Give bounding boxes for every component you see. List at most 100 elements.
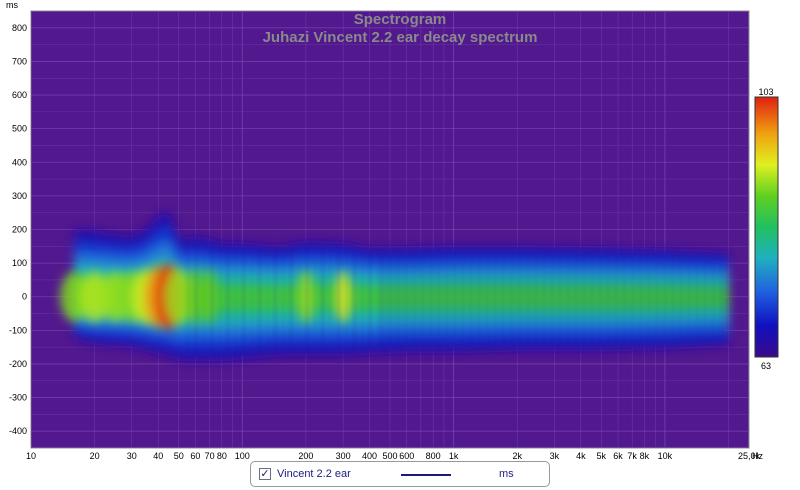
x-tick-label: 5k (597, 451, 607, 461)
ripple-stripe (441, 251, 444, 347)
ripple-stripe (579, 252, 581, 346)
x-tick-label: 1k (449, 451, 459, 461)
x-tick-label: 200 (298, 451, 313, 461)
legend-series-label: Vincent 2.2 ear (277, 468, 351, 480)
ripple-stripe (587, 252, 590, 346)
y-tick-label: 600 (12, 90, 27, 100)
ripple-stripe (518, 251, 521, 346)
x-tick-label: 70 (205, 451, 215, 461)
ripple-stripe (458, 251, 460, 347)
ripple-stripe (716, 256, 719, 342)
x-axis-unit: Hz (752, 451, 763, 461)
ripple-stripe (219, 247, 221, 355)
ripple-stripe (389, 252, 392, 348)
x-tick-label: 8k (640, 451, 650, 461)
x-tick-label: 2k (512, 451, 522, 461)
ripple-stripe (290, 249, 292, 350)
ripple-stripe (313, 247, 316, 350)
y-tick-label: 100 (12, 258, 27, 268)
ripple-stripe (619, 253, 622, 345)
peak-blob (201, 269, 218, 324)
ripple-stripe (506, 251, 509, 346)
ripple-stripe (405, 252, 408, 347)
ripple-stripe (474, 251, 476, 347)
ripple-stripe (546, 251, 549, 346)
ripple-stripe (470, 251, 472, 347)
decay-contour (74, 280, 729, 309)
ripple-stripe (639, 253, 642, 345)
ripple-stripe (377, 252, 379, 348)
ripple-stripe (680, 255, 682, 343)
ripple-stripe (486, 251, 489, 346)
y-tick-label: 200 (12, 225, 27, 235)
ripple-stripe (651, 254, 654, 344)
ripple-stripe (696, 255, 699, 343)
ripple-stripe (187, 243, 190, 355)
ripple-stripe (575, 252, 577, 346)
ripple-stripe (635, 253, 638, 345)
legend: ✓ Vincent 2.2 ear ms (250, 461, 550, 487)
ripple-stripe (700, 256, 703, 342)
ripple-stripe (563, 252, 565, 346)
x-tick-label: 600 (399, 451, 414, 461)
x-tick-label: 20 (90, 451, 100, 461)
ripple-stripe (603, 252, 606, 346)
x-tick-label: 4k (576, 451, 586, 461)
ripple-stripe (692, 255, 695, 343)
ripple-stripe (643, 253, 646, 345)
ripple-stripe (583, 252, 585, 346)
ripple-stripe (226, 248, 229, 354)
ripple-stripe (462, 251, 464, 347)
ripple-stripe (712, 256, 715, 342)
ripple-stripe (274, 250, 277, 351)
ripple-stripe (234, 248, 237, 354)
ripple-stripe (591, 252, 594, 346)
ripple-stripe (381, 252, 384, 348)
peak-blob (335, 271, 352, 323)
ripple-stripe (494, 251, 497, 346)
ripple-stripe (425, 252, 428, 347)
x-tick-label: 40 (153, 451, 163, 461)
x-tick-label: 300 (336, 451, 351, 461)
ripple-stripe (655, 254, 658, 344)
x-tick-label: 100 (235, 451, 250, 461)
ripple-stripe (429, 252, 432, 347)
ripple-stripe (433, 251, 436, 347)
check-icon[interactable]: ✓ (259, 467, 271, 480)
ripple-stripe (611, 253, 614, 345)
ripple-stripe (498, 251, 501, 346)
ripple-stripe (490, 251, 493, 346)
ripple-stripe (526, 251, 529, 346)
ripple-stripe (659, 254, 662, 344)
ripple-stripe (550, 251, 553, 346)
x-tick-label: 3k (550, 451, 560, 461)
y-axis-ticks: 800 700 600 500 400 300 200 100 0 -100 -200 -300 -40… (9, 23, 27, 436)
ripple-stripe (542, 251, 545, 346)
x-tick-label: 30 (127, 451, 137, 461)
ripple-stripe (704, 256, 707, 342)
chart-title: Spectrogram (354, 11, 447, 28)
ripple-stripe (321, 247, 324, 350)
ripple-stripe (599, 252, 602, 346)
ripple-stripe (672, 254, 674, 344)
ripple-stripe (203, 243, 205, 355)
ripple-stripe (298, 248, 300, 350)
ripple-stripe (502, 251, 505, 346)
colorbar-max-label: 103 (758, 87, 773, 97)
peak-blob (297, 271, 314, 323)
ripple-stripe (329, 247, 332, 350)
ripple-stripe (242, 248, 245, 353)
x-tick-label: 80 (217, 451, 227, 461)
legend-line-swatch (401, 474, 451, 476)
ripple-stripe (385, 252, 388, 348)
ripple-stripe (708, 256, 711, 342)
ripple-stripe (266, 250, 269, 351)
x-tick-label: 60 (190, 451, 200, 461)
legend-unit-label: ms (499, 468, 514, 480)
x-tick-label: 6k (613, 451, 623, 461)
ripple-stripe (250, 249, 253, 353)
peak-blob (80, 271, 109, 323)
ripple-stripe (337, 248, 340, 350)
ripple-stripe (571, 252, 573, 346)
ripple-stripe (195, 242, 198, 355)
